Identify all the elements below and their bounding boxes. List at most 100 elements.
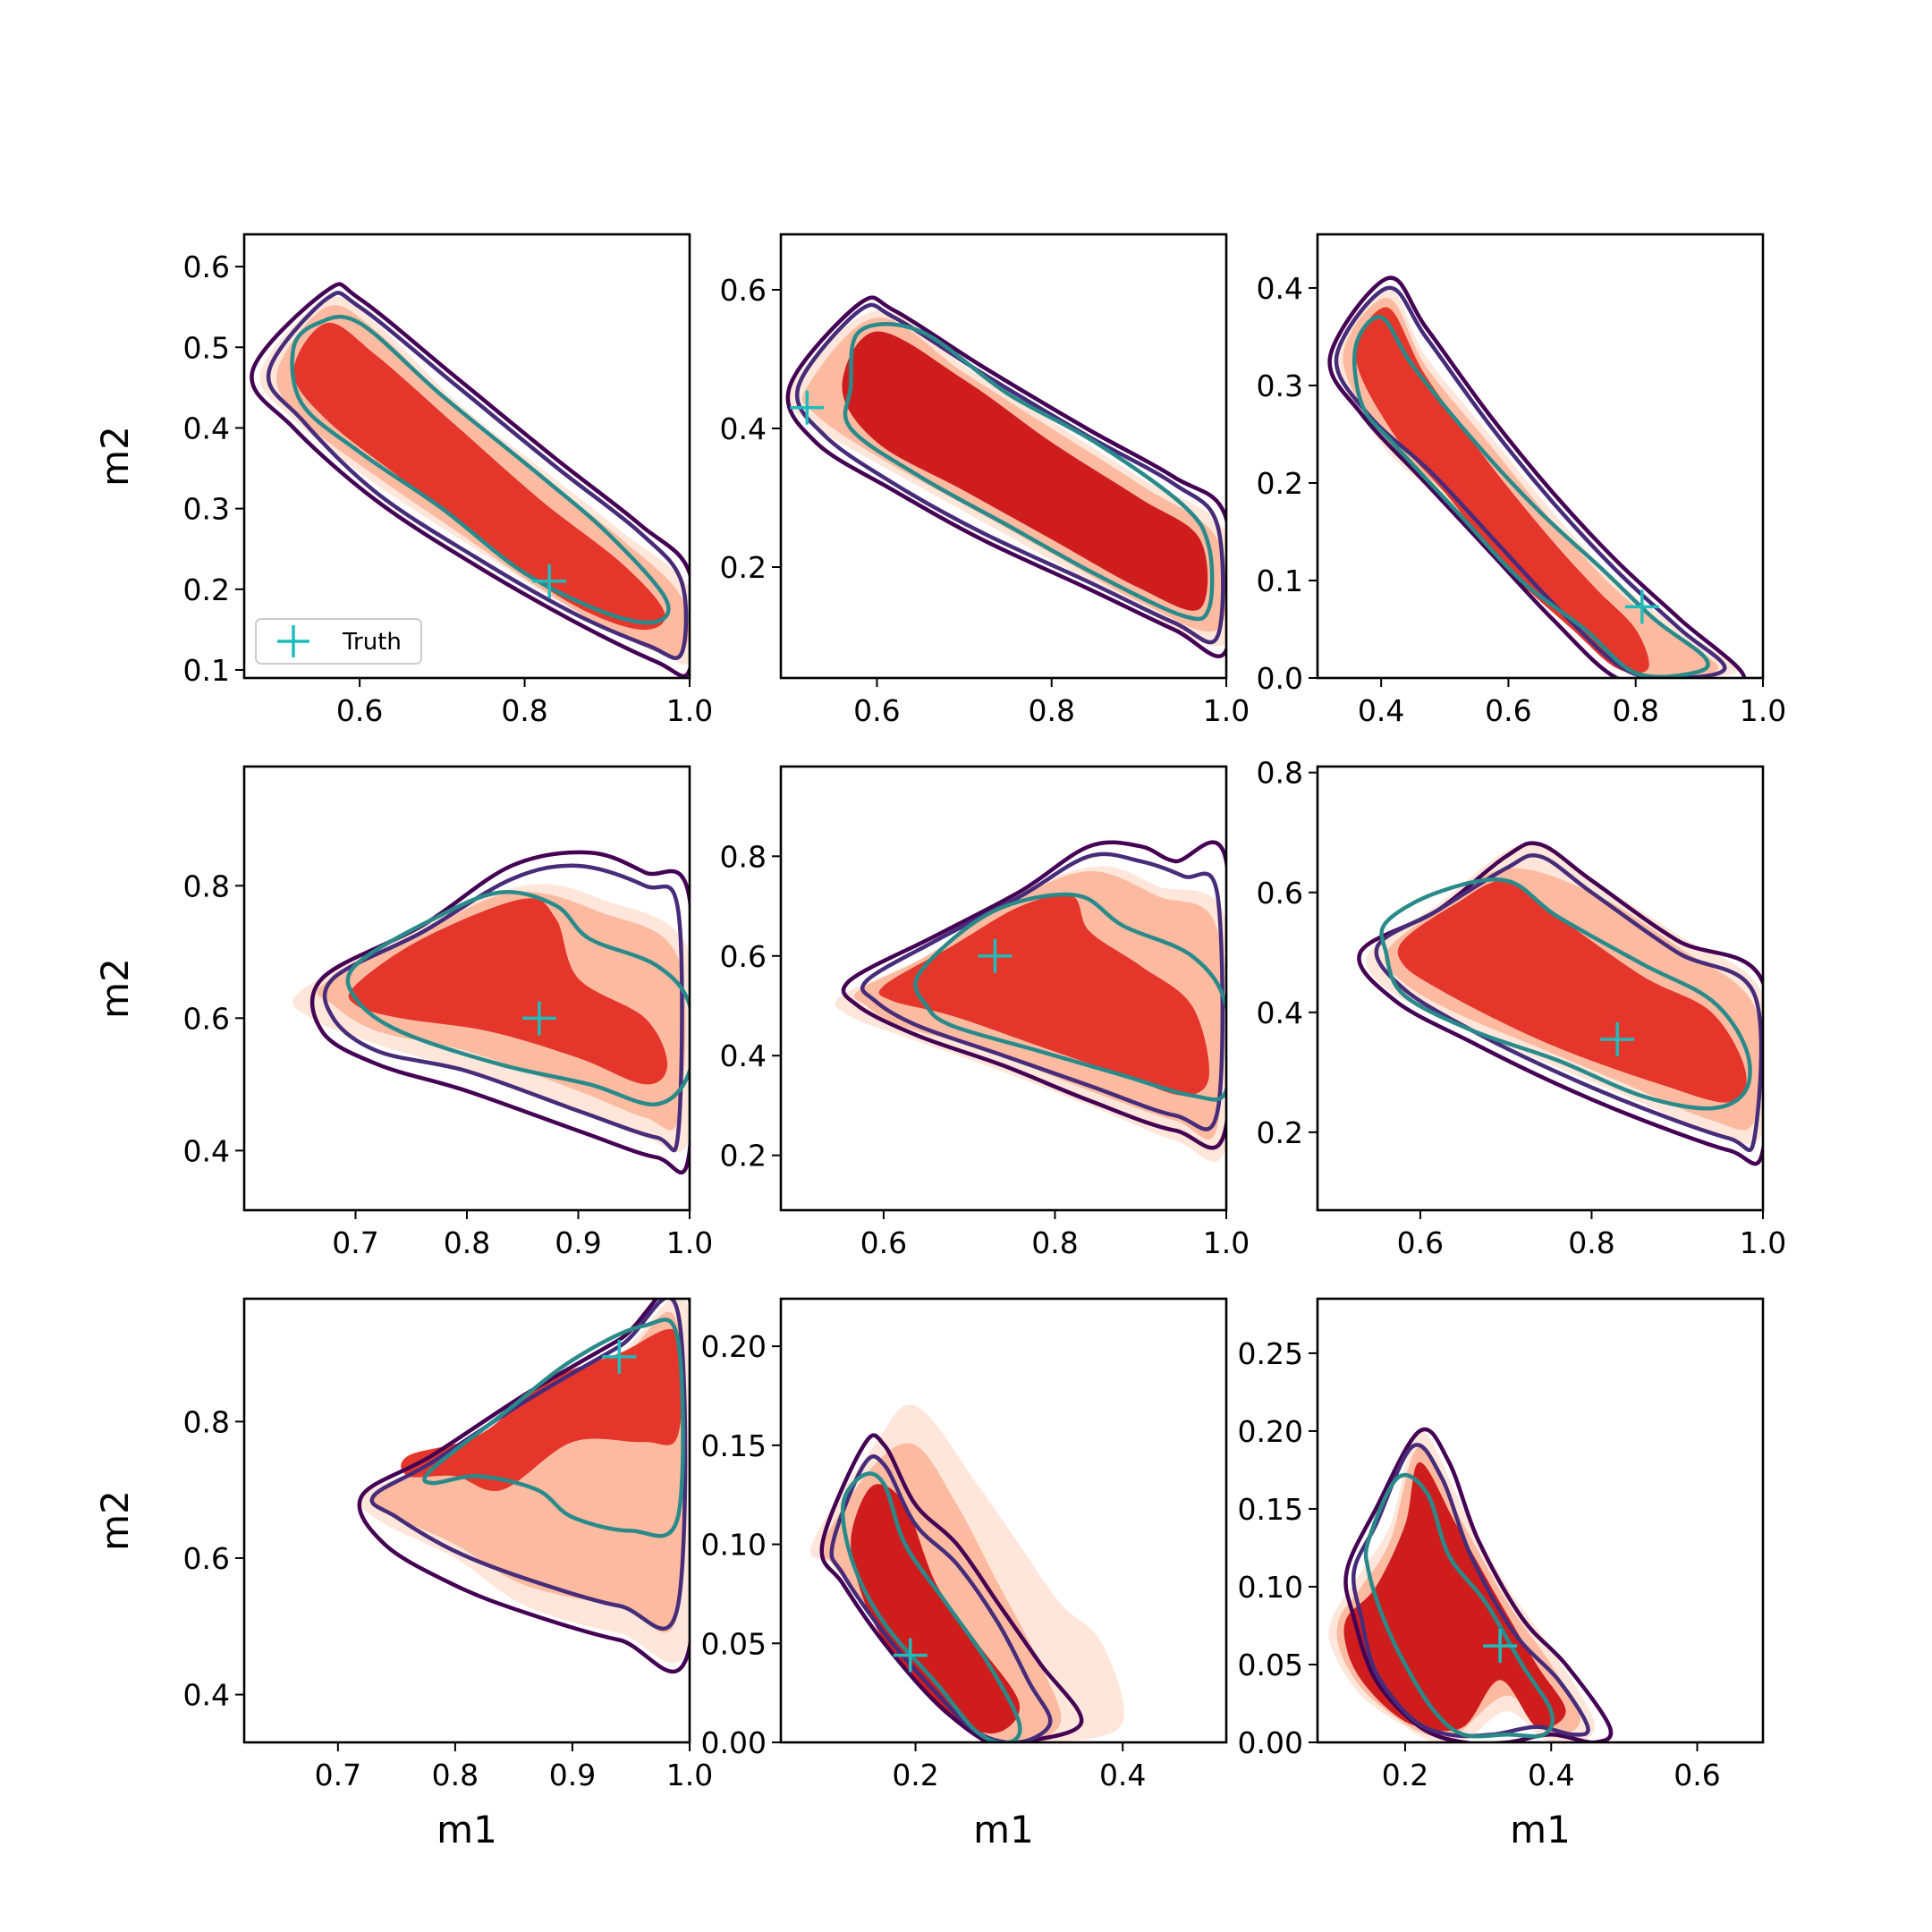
truth-marker <box>1624 589 1659 624</box>
panel-4: 0.7 0.8 0.9 1.0 0.4 0.6 0.8 m2 <box>93 765 713 1260</box>
y-tick-label: 0.20 <box>1238 1414 1303 1449</box>
y-tick-label: 0.2 <box>1257 466 1303 501</box>
x-tick-label: 0.9 <box>555 1225 601 1260</box>
contour-mid <box>1351 1443 1590 1739</box>
contour-mid <box>1334 285 1727 678</box>
y-tick-label: 0.05 <box>1238 1648 1303 1682</box>
y-axis-label: m2 <box>93 426 137 487</box>
x-tick-label: 1.0 <box>1740 693 1786 728</box>
contour-mid <box>369 1299 688 1631</box>
contour-inner <box>345 890 690 1106</box>
legend-label: Truth <box>342 629 402 656</box>
y-tick-label: 0.6 <box>1257 876 1303 911</box>
panel-8: 0.2 0.4 0.00 0.05 0.10 0.15 0.20 m1 <box>701 1297 1228 1852</box>
density-fill-inner <box>1397 880 1747 1103</box>
x-tick-label: 0.2 <box>1382 1758 1428 1792</box>
y-tick-label: 0.6 <box>720 273 767 308</box>
axes-frame <box>1316 233 1765 680</box>
x-tick-label: 0.8 <box>444 1225 490 1260</box>
density-fill-inner <box>842 331 1208 611</box>
plot-area <box>810 1404 1124 1742</box>
contour-inner <box>1363 1472 1555 1739</box>
x-tick-label: 1.0 <box>666 693 713 728</box>
y-tick-label: 0.4 <box>1257 996 1303 1030</box>
axes-frame <box>779 233 1228 680</box>
y-tick-label: 0.10 <box>1238 1570 1303 1605</box>
contour-mid <box>860 852 1225 1131</box>
y-tick-label: 0.00 <box>701 1725 767 1760</box>
x-tick-label: 0.6 <box>1397 1225 1444 1260</box>
contour-outer <box>1357 841 1763 1166</box>
x-axis-label: m1 <box>1510 1808 1571 1852</box>
y-tick-label: 0.10 <box>701 1528 767 1563</box>
density-fill-inner <box>851 1484 1020 1734</box>
panel-9: 0.2 0.4 0.6 0.00 0.05 0.10 0.15 0.20 0.25 m1 <box>1238 1297 1765 1852</box>
y-tick-label: 0.3 <box>183 492 230 527</box>
y-axis-label: m2 <box>93 958 137 1019</box>
panel-6: 0.6 0.8 1.0 0.2 0.4 0.6 0.8 <box>1257 756 1787 1260</box>
contour-inner <box>422 1318 685 1538</box>
panel-1: 0.6 0.8 1.0 0.1 0.2 0.3 0.4 0.5 0.6 m2 Truth <box>93 233 713 728</box>
truth-marker <box>790 390 825 425</box>
y-tick-label: 0.8 <box>183 869 230 903</box>
x-tick-label: 1.0 <box>1740 1225 1786 1260</box>
panel-7: 0.7 0.8 0.9 1.0 0.4 0.6 0.8 m1 m2 <box>93 1297 713 1852</box>
legend: Truth <box>255 618 422 665</box>
truth-marker <box>532 564 567 598</box>
y-tick-label: 0.15 <box>1238 1492 1303 1527</box>
x-tick-label: 0.6 <box>336 693 383 728</box>
y-tick-label: 0.0 <box>1257 661 1303 696</box>
x-tick-label: 0.9 <box>549 1758 596 1792</box>
contour-inner <box>1379 877 1752 1111</box>
x-tick-label: 0.8 <box>1568 1225 1614 1260</box>
density-fill-inner <box>293 322 665 631</box>
y-tick-label: 0.4 <box>183 411 230 445</box>
x-axis-label: m1 <box>436 1808 497 1852</box>
contour-outer <box>357 1299 690 1674</box>
contour-outer <box>819 1433 1084 1742</box>
plot-area <box>1327 275 1746 678</box>
axes-frame <box>779 1297 1228 1744</box>
contour-outer <box>1327 275 1746 678</box>
y-tick-label: 0.3 <box>1257 369 1303 403</box>
y-tick-label: 0.4 <box>720 1038 767 1073</box>
density-fill-inner <box>1355 307 1649 674</box>
contour-outer <box>1343 1427 1614 1742</box>
x-tick-label: 0.6 <box>860 1225 907 1260</box>
x-tick-label: 0.8 <box>1612 693 1658 728</box>
y-tick-label: 0.1 <box>1257 564 1303 598</box>
y-tick-label: 0.25 <box>1238 1336 1303 1371</box>
y-tick-label: 0.6 <box>183 250 230 284</box>
x-tick-label: 0.7 <box>332 1225 378 1260</box>
x-tick-label: 0.8 <box>1028 693 1074 728</box>
truth-marker <box>1483 1629 1518 1664</box>
contour-inner <box>1352 315 1710 678</box>
contour-inner <box>290 314 671 625</box>
y-tick-label: 0.20 <box>701 1329 767 1364</box>
density-fill-inner <box>1343 1462 1566 1732</box>
truth-marker <box>893 1638 928 1673</box>
y-tick-label: 0.8 <box>1257 756 1303 791</box>
panel-2: 0.6 0.8 1.0 0.2 0.4 0.6 <box>720 233 1250 728</box>
contour-inner <box>840 1471 1022 1742</box>
axes-frame <box>242 1297 691 1744</box>
x-tick-label: 0.6 <box>1485 693 1531 728</box>
y-tick-label: 0.4 <box>1257 271 1303 306</box>
contour-inner <box>843 322 1215 622</box>
plot-area <box>292 850 690 1175</box>
y-tick-label: 0.15 <box>701 1428 767 1463</box>
y-tick-label: 0.2 <box>183 572 230 607</box>
x-tick-label: 0.4 <box>1099 1758 1146 1792</box>
x-tick-label: 0.4 <box>1528 1758 1574 1792</box>
x-tick-label: 0.2 <box>892 1758 938 1792</box>
x-tick-label: 0.8 <box>1031 1225 1078 1260</box>
y-tick-label: 0.6 <box>720 939 767 974</box>
y-tick-label: 0.8 <box>720 839 767 874</box>
y-tick-label: 0.5 <box>183 330 230 365</box>
y-tick-label: 0.05 <box>701 1626 767 1661</box>
y-tick-label: 0.2 <box>720 550 767 585</box>
x-tick-label: 0.6 <box>1674 1758 1720 1792</box>
truth-marker <box>602 1339 637 1374</box>
density-fill-inner <box>878 894 1210 1096</box>
y-tick-label: 0.2 <box>1257 1115 1303 1150</box>
